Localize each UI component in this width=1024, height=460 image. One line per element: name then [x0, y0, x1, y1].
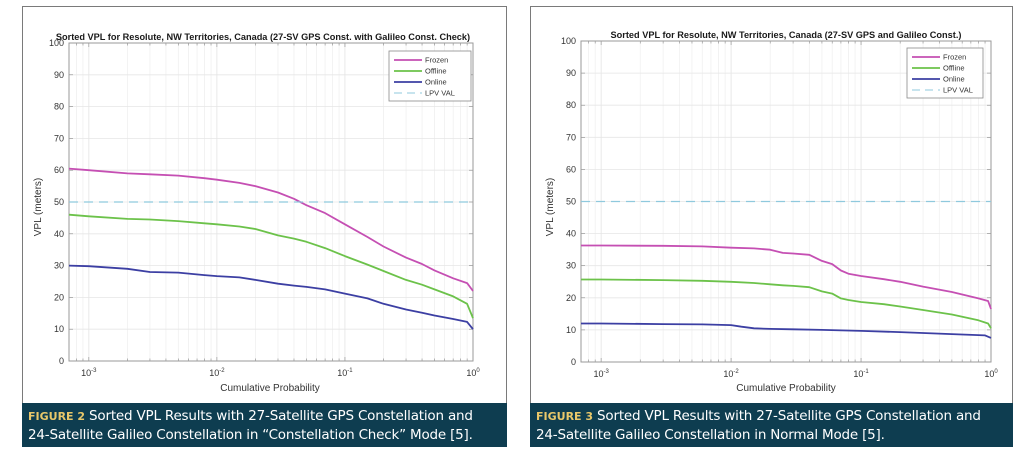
y-tick-label: 50 — [566, 197, 576, 207]
legend-label: Frozen — [425, 56, 448, 65]
legend-label: LPV VAL — [943, 86, 973, 95]
figure-label: FIGURE 2 — [28, 410, 86, 423]
x-tick-label: 100 — [984, 369, 998, 379]
series-line-frozen — [68, 167, 474, 292]
y-tick-label: 80 — [566, 100, 576, 110]
chart-title: Sorted VPL for Resolute, NW Territories,… — [56, 32, 470, 42]
y-tick-label: 30 — [54, 261, 64, 271]
y-tick-label: 90 — [54, 70, 64, 80]
caption-line-1: Sorted VPL Results with 27-Satellite GPS… — [597, 408, 981, 424]
chart-title: Sorted VPL for Resolute, NW Territories,… — [611, 30, 962, 40]
caption-line-2: 24-Satellite Galileo Constellation in “C… — [28, 427, 473, 443]
x-tick-label: 100 — [466, 368, 480, 378]
y-tick-label: 70 — [54, 133, 64, 143]
legend: Frozen Offline Online LPV VAL — [906, 47, 984, 99]
legend-label: Online — [425, 78, 447, 87]
figure-3-panel: Sorted VPL for Resolute, NW Territories,… — [530, 6, 1013, 447]
legend-label: LPV VAL — [425, 89, 455, 98]
series-line-offline — [581, 278, 992, 329]
y-tick-label: 60 — [54, 165, 64, 175]
y-tick-label: 40 — [566, 229, 576, 239]
x-tick-label: 10-2 — [723, 369, 739, 379]
x-tick-label: 10-1 — [853, 369, 869, 379]
y-tick-label: 20 — [566, 293, 576, 303]
legend-label: Offline — [943, 64, 965, 73]
y-tick-label: 20 — [54, 292, 64, 302]
x-tick-label: 10-2 — [209, 368, 225, 378]
figure-2-panel: Sorted VPL for Resolute, NW Territories,… — [22, 6, 507, 447]
x-tick-label: 10-3 — [81, 368, 97, 378]
legend-label: Online — [943, 75, 965, 84]
caption-line-2: 24-Satellite Galileo Constellation in No… — [536, 427, 885, 443]
y-tick-label: 70 — [566, 132, 576, 142]
y-axis-title: VPL (meters) — [33, 178, 44, 237]
x-axis-title: Cumulative Probability — [736, 383, 836, 394]
y-tick-label: 0 — [571, 357, 576, 367]
legend-label: Frozen — [943, 53, 966, 62]
y-tick-label: 90 — [566, 68, 576, 78]
x-axis-title: Cumulative Probability — [220, 383, 320, 394]
y-tick-label: 40 — [54, 229, 64, 239]
figure-3-chart: Sorted VPL for Resolute, NW Territories,… — [545, 30, 998, 394]
y-tick-label: 10 — [566, 325, 576, 335]
series-line-online — [581, 322, 992, 339]
legend: Frozen Offline Online LPV VAL — [388, 50, 472, 102]
figure-2-chart: Sorted VPL for Resolute, NW Territories,… — [33, 32, 480, 394]
figure-label: FIGURE 3 — [536, 410, 594, 423]
y-tick-label: 100 — [561, 36, 576, 46]
figure-3-caption: FIGURE 3 Sorted VPL Results with 27-Satel… — [530, 403, 1013, 447]
x-tick-label: 10-1 — [337, 368, 353, 378]
figure-2-caption: FIGURE 2 Sorted VPL Results with 27-Satel… — [22, 403, 507, 447]
caption-line-1: Sorted VPL Results with 27-Satellite GPS… — [89, 408, 473, 424]
y-tick-label: 0 — [59, 356, 64, 366]
legend-label: Offline — [425, 67, 447, 76]
y-tick-label: 50 — [54, 197, 64, 207]
y-tick-label: 80 — [54, 102, 64, 112]
y-tick-label: 60 — [566, 164, 576, 174]
y-tick-label: 100 — [49, 38, 64, 48]
y-tick-label: 30 — [566, 261, 576, 271]
x-tick-label: 10-3 — [593, 369, 609, 379]
series-line-offline — [68, 213, 474, 319]
y-tick-label: 10 — [54, 324, 64, 334]
series-line-frozen — [581, 244, 992, 310]
series-line-online — [68, 264, 474, 330]
y-axis-title: VPL (meters) — [545, 178, 556, 237]
